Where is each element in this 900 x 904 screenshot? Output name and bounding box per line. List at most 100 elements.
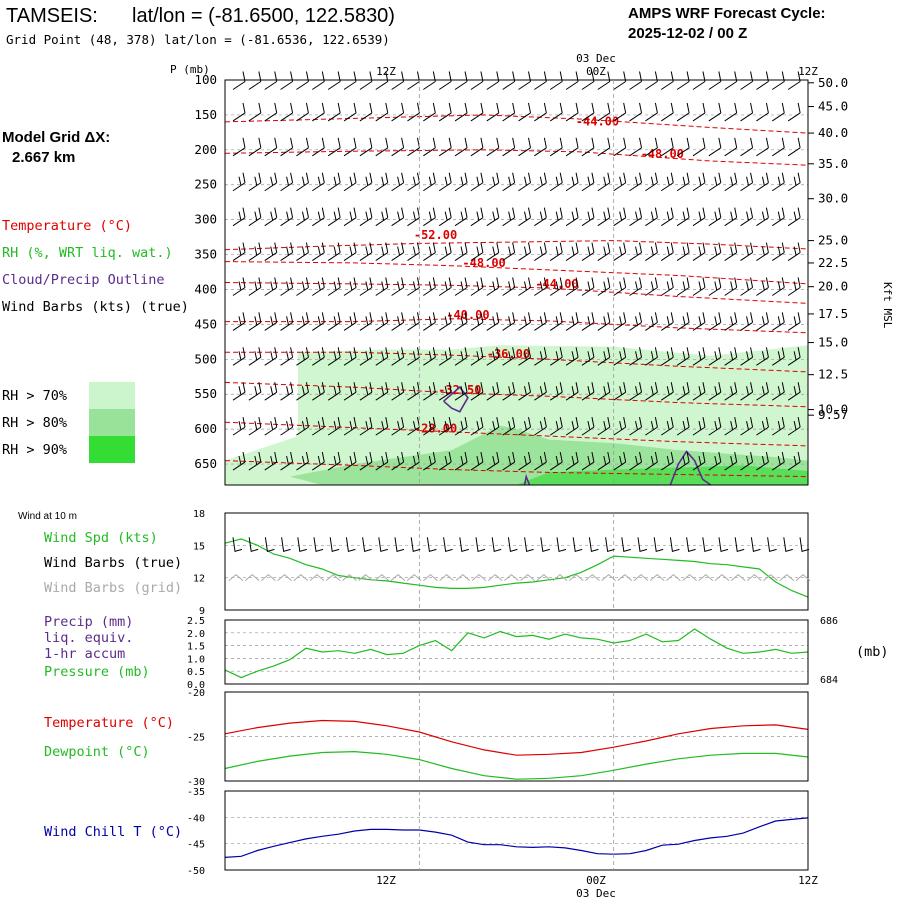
- wind-barb: [280, 451, 294, 471]
- wind-barb: [486, 277, 500, 296]
- wind-barb: [692, 347, 706, 366]
- pressure-tick-label: 450: [194, 316, 217, 331]
- wind-barb: [232, 382, 246, 401]
- wind-barb: [470, 242, 484, 261]
- wind-barb-grid: [325, 574, 341, 582]
- wind-barb-grid: [633, 574, 649, 582]
- wind-barb: [280, 207, 294, 227]
- wind-barb: [692, 382, 706, 401]
- value-tick-label: 1.5: [187, 642, 205, 653]
- wind-barb-surface: [443, 537, 453, 552]
- top-date-label: 03 Dec: [576, 52, 616, 65]
- wind-barb: [454, 417, 468, 436]
- pressure-tick-label: 150: [194, 107, 217, 122]
- wind-barb-surface: [669, 537, 680, 552]
- pressure-tick-label: 650: [194, 456, 217, 471]
- wind-barb: [629, 312, 643, 331]
- p-axis-label: P (mb): [170, 63, 210, 76]
- wind-barb: [502, 312, 516, 331]
- wind-barb: [645, 382, 658, 401]
- wind-barb: [660, 137, 674, 157]
- wind-barb: [280, 137, 294, 157]
- wind-barb-surface: [459, 537, 469, 552]
- wind-barb: [375, 242, 389, 261]
- panel-temp-bg: [225, 692, 808, 781]
- wind-barb: [232, 172, 246, 192]
- bottom-tick-00z: 00Z: [586, 874, 606, 887]
- legend-wind: Wind Barbs (kts) (true): [2, 299, 189, 315]
- wind-barb-grid: [779, 574, 795, 582]
- wind-barb: [629, 451, 643, 471]
- wind-barb: [438, 382, 452, 401]
- pressure-tick-label: 600: [194, 421, 217, 436]
- wind-barb: [423, 277, 436, 296]
- wind-barb: [280, 172, 294, 192]
- rh-region-90: [516, 465, 808, 485]
- wind-barb: [740, 242, 754, 261]
- wind-barb: [549, 242, 563, 261]
- wind-barb: [756, 207, 769, 227]
- wind-barb: [676, 102, 690, 122]
- wind-barb: [454, 137, 468, 157]
- wind-barb: [264, 382, 278, 401]
- wind-barb-grid: [601, 574, 616, 582]
- wind-barb: [391, 312, 405, 331]
- wind-barb: [486, 312, 500, 331]
- wind-barb: [549, 312, 563, 331]
- wind-barb-surface: [653, 537, 664, 552]
- isotherm-line: [224, 149, 809, 166]
- wind-barb: [565, 312, 579, 331]
- wind-barb: [248, 347, 262, 366]
- wind-barb: [660, 382, 674, 401]
- wind-barb: [518, 172, 531, 192]
- wind-barb: [613, 451, 627, 471]
- wind-barb: [581, 451, 595, 471]
- wind-barb: [264, 347, 278, 366]
- wind-barb: [692, 451, 706, 471]
- kft-msl-label: Kft MSL: [881, 282, 894, 329]
- wind-barb: [787, 382, 801, 401]
- wind-barb: [343, 277, 357, 296]
- wind-barb: [470, 102, 484, 122]
- wind-barb: [708, 277, 722, 296]
- wind-barb-surface: [783, 537, 793, 552]
- station-title: TAMSEIS:: [6, 5, 98, 27]
- wind-barb: [423, 347, 436, 366]
- rh-swatch: [89, 409, 135, 436]
- wind-barb: [581, 207, 595, 227]
- wind-barb-grid: [504, 574, 519, 582]
- wind-barb: [787, 102, 801, 122]
- wind-barb-grid: [649, 574, 665, 582]
- wind-barb: [613, 417, 627, 436]
- series-line: [224, 719, 809, 756]
- wind-barb: [438, 242, 452, 261]
- wind-barb-grid: [585, 574, 600, 582]
- wind-barb: [296, 417, 309, 436]
- wind-barb: [756, 277, 769, 296]
- isotherm-label: -32.50: [438, 383, 481, 397]
- legend-pressure: Pressure (mb): [44, 664, 150, 680]
- wind-barb: [343, 417, 357, 436]
- wind-barb: [232, 417, 246, 436]
- wind-barb: [756, 451, 769, 471]
- wind-barb: [280, 277, 294, 296]
- wind-barb: [613, 382, 627, 401]
- wind-barb: [327, 312, 341, 331]
- wind-barb: [423, 137, 436, 157]
- wind-barb-surface: [329, 537, 340, 552]
- wind-barb: [676, 172, 690, 192]
- rh-swatch: [89, 382, 135, 409]
- wind-barb: [740, 417, 754, 436]
- series-line: [224, 538, 809, 598]
- wind-barb-grid: [406, 574, 422, 582]
- wind-barb: [629, 277, 643, 296]
- isotherm-label: -48.00: [462, 256, 505, 270]
- wind-barb: [581, 102, 595, 122]
- value-tick-label: 2.0: [187, 629, 205, 640]
- wind-barb: [772, 382, 785, 401]
- wind-barb: [343, 451, 357, 471]
- wind-barb: [629, 382, 643, 401]
- wind-barb: [787, 207, 801, 227]
- wind-barb: [359, 417, 373, 436]
- top-tick-12z-b: 12Z: [798, 65, 818, 78]
